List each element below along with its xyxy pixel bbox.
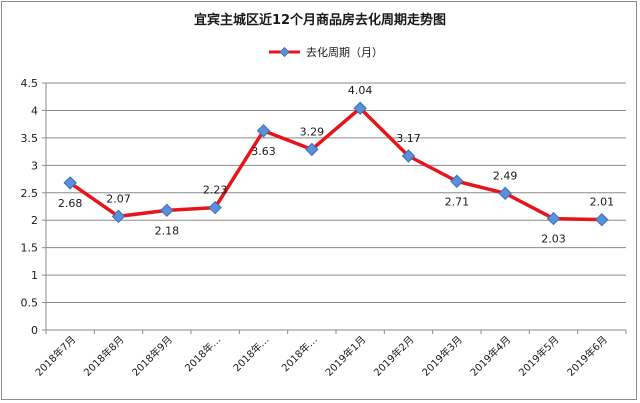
data-point-marker — [498, 186, 512, 201]
x-tick-label: 2019年5月 — [516, 333, 562, 379]
x-tick-label: 2019年6月 — [564, 333, 610, 379]
axes — [45, 83, 626, 331]
data-point-marker — [595, 212, 609, 227]
legend-label: 去化周期（月） — [306, 45, 383, 59]
data-point-marker — [305, 142, 319, 157]
x-tick-label: 2019年3月 — [419, 333, 465, 379]
y-tick-label: 3 — [31, 159, 38, 172]
data-point-marker — [208, 200, 222, 215]
data-label: 2.01 — [590, 196, 615, 209]
data-label: 2.18 — [155, 224, 180, 237]
series-layer — [63, 101, 609, 227]
data-point-marker — [353, 101, 367, 115]
x-tick-label: 2018年9月 — [129, 333, 175, 379]
data-label: 2.03 — [541, 233, 566, 246]
x-tick-label: 2018年… — [230, 333, 271, 374]
data-point-marker — [160, 203, 174, 218]
data-point-marker — [401, 149, 416, 163]
data-label: 3.63 — [251, 145, 276, 158]
y-tick-label: 1 — [31, 269, 38, 282]
legend-marker — [279, 46, 290, 58]
x-tick-label: 2019年1月 — [322, 333, 368, 379]
data-point-marker — [450, 174, 464, 188]
x-tick-label: 2018年… — [182, 333, 223, 374]
series-line — [69, 106, 602, 222]
chart-title: 宜宾主城区近12个月商品房去化周期走势图 — [194, 12, 446, 28]
y-tick-label: 1.5 — [21, 242, 39, 255]
gridlines — [46, 82, 626, 331]
y-tick-label: 0 — [31, 324, 38, 337]
data-label: 2.49 — [493, 169, 518, 182]
data-label: 2.07 — [106, 192, 131, 205]
data-label: 2.68 — [58, 197, 83, 210]
data-point-marker — [111, 209, 126, 224]
data-label: 2.71 — [445, 195, 470, 208]
y-axis-ticks: 0 0.5 1 1.5 2 2.5 3 3.5 4 4.5 — [21, 77, 46, 337]
data-label: 4.04 — [348, 84, 373, 97]
y-tick-label: 0.5 — [21, 297, 39, 310]
x-tick-label: 2019年4月 — [467, 333, 513, 379]
data-label: 3.29 — [300, 125, 325, 138]
x-tick-label: 2019年2月 — [371, 333, 417, 379]
y-tick-label: 2 — [31, 214, 38, 227]
x-tick-label: 2018年… — [279, 333, 320, 374]
data-point-marker — [546, 211, 561, 226]
y-tick-label: 3.5 — [21, 132, 39, 145]
data-labels: 2.68 2.07 2.18 2.23 3.63 3.29 4.04 3.17 2.71 2.49… — [58, 84, 614, 245]
data-point-marker — [256, 124, 271, 138]
data-label: 2.23 — [203, 184, 228, 197]
data-point-marker — [63, 176, 77, 190]
y-tick-label: 4.5 — [21, 77, 39, 90]
y-tick-label: 4 — [31, 104, 38, 117]
legend: 去化周期（月） — [269, 45, 383, 59]
x-tick-label: 2018年8月 — [81, 333, 127, 379]
x-axis-ticks: 2018年7月 2018年8月 2018年9月 2018年… 2018年… 2018年… 2… — [32, 330, 627, 379]
y-tick-label: 2.5 — [21, 187, 39, 200]
data-label: 3.17 — [396, 132, 421, 145]
x-tick-label: 2018年7月 — [32, 333, 78, 379]
